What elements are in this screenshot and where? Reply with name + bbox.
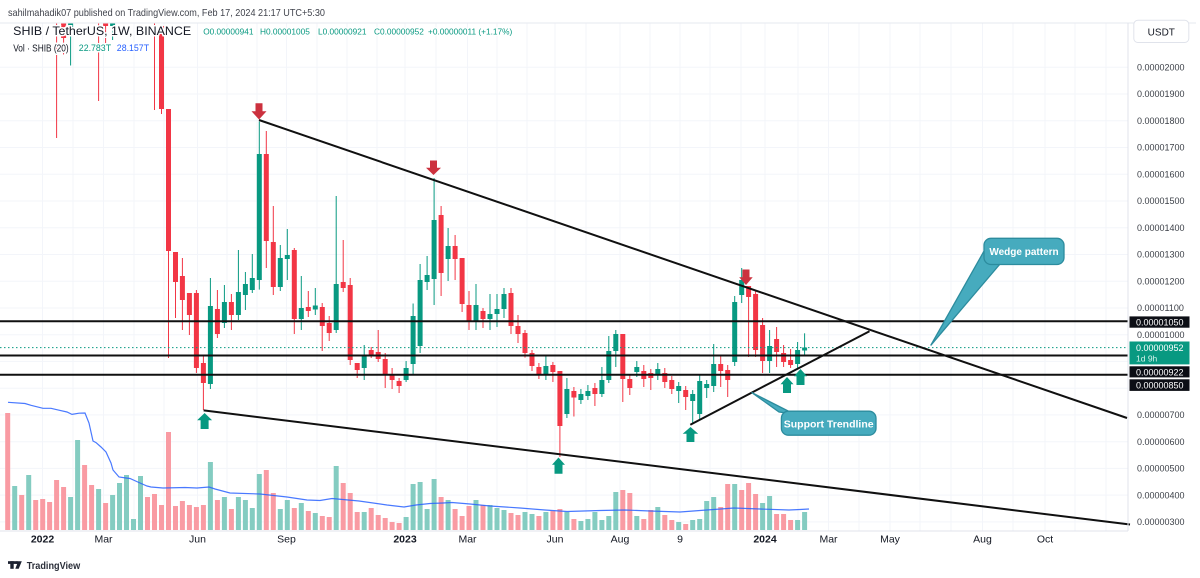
svg-text:Sep: Sep <box>277 534 296 546</box>
svg-text:+0.00000011 (+1.17%): +0.00000011 (+1.17%) <box>428 27 513 37</box>
svg-text:0.00001050: 0.00001050 <box>1136 318 1184 328</box>
svg-text:USDT: USDT <box>1148 28 1175 39</box>
svg-text:0.00001600: 0.00001600 <box>1137 170 1185 180</box>
svg-text:Jun: Jun <box>189 534 206 546</box>
svg-text:Vol · SHIB (20): Vol · SHIB (20) <box>13 44 68 55</box>
svg-text:L0.00000921: L0.00000921 <box>318 27 367 37</box>
svg-text:0.00000500: 0.00000500 <box>1137 464 1185 474</box>
svg-text:Mar: Mar <box>819 534 838 546</box>
svg-text:Aug: Aug <box>973 534 992 546</box>
svg-text:Wedge pattern: Wedge pattern <box>989 247 1058 258</box>
svg-text:sahilmahadik07 published on Tr: sahilmahadik07 published on TradingView.… <box>8 7 325 19</box>
svg-text:2024: 2024 <box>753 534 777 546</box>
svg-text:0.00000600: 0.00000600 <box>1137 437 1185 447</box>
svg-text:0.00001700: 0.00001700 <box>1137 143 1185 153</box>
svg-text:0.00001300: 0.00001300 <box>1137 250 1185 260</box>
svg-text:0.00001800: 0.00001800 <box>1137 116 1185 126</box>
svg-text:0.00001900: 0.00001900 <box>1137 89 1185 99</box>
svg-text:Oct: Oct <box>1037 534 1053 546</box>
svg-text:O0.00000941: O0.00000941 <box>203 27 254 37</box>
svg-text:0.00001500: 0.00001500 <box>1137 196 1185 206</box>
svg-text:0.00000922: 0.00000922 <box>1136 367 1184 377</box>
svg-text:0.00001400: 0.00001400 <box>1137 223 1185 233</box>
svg-text:Jun: Jun <box>547 534 564 546</box>
svg-text:0.00000400: 0.00000400 <box>1137 490 1185 500</box>
svg-text:2023: 2023 <box>393 534 417 546</box>
svg-text:Aug: Aug <box>611 534 630 546</box>
svg-text:TradingView: TradingView <box>27 560 81 572</box>
svg-text:Mar: Mar <box>458 534 477 546</box>
svg-text:0.00000300: 0.00000300 <box>1137 517 1185 527</box>
svg-text:May: May <box>880 534 901 546</box>
svg-text:0.00002000: 0.00002000 <box>1137 63 1185 73</box>
svg-text:Mar: Mar <box>94 534 113 546</box>
svg-text:22.783T: 22.783T <box>79 43 112 53</box>
svg-text:SHIB / TetherUS, 1W, BINANCE: SHIB / TetherUS, 1W, BINANCE <box>13 24 191 38</box>
svg-text:0.00000850: 0.00000850 <box>1136 381 1184 391</box>
svg-text:28.157T: 28.157T <box>117 43 150 53</box>
svg-text:0.00001000: 0.00001000 <box>1137 330 1185 340</box>
svg-text:9: 9 <box>677 534 683 546</box>
svg-text:2022: 2022 <box>31 534 55 546</box>
svg-text:0.00000700: 0.00000700 <box>1137 410 1185 420</box>
svg-text:C0.00000952: C0.00000952 <box>374 27 424 37</box>
svg-text:Support Trendline: Support Trendline <box>784 418 874 430</box>
svg-text:0.00001100: 0.00001100 <box>1137 303 1184 313</box>
svg-text:0.00001200: 0.00001200 <box>1137 276 1185 286</box>
svg-text:H0.00001005: H0.00001005 <box>260 27 310 37</box>
svg-text:0.00000952: 0.00000952 <box>1136 343 1184 353</box>
svg-text:1d 9h: 1d 9h <box>1136 354 1158 364</box>
